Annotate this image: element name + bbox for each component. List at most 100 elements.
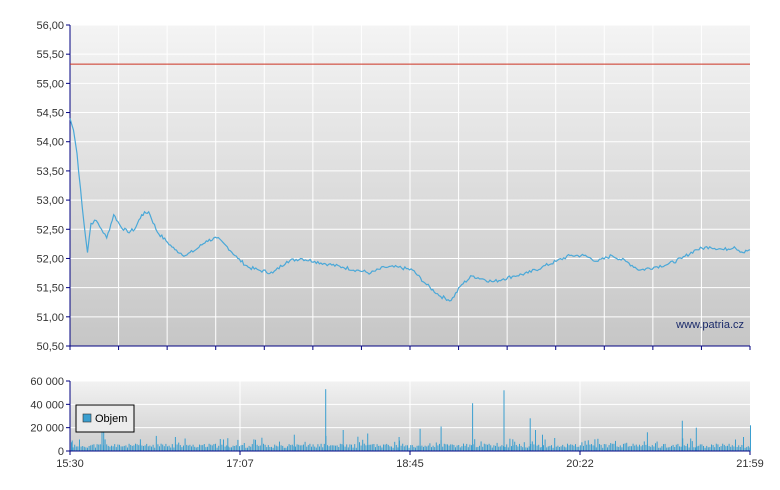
volume-bar [157, 444, 159, 451]
volume-bar [693, 447, 695, 451]
volume-bar [691, 441, 693, 451]
volume-bar [661, 446, 663, 451]
volume-bar [509, 438, 511, 451]
volume-bar-spike [594, 439, 596, 451]
volume-bar [557, 445, 559, 451]
volume-bar [704, 447, 706, 451]
volume-bar [619, 445, 621, 451]
volume-bar [288, 444, 290, 451]
volume-bar [448, 445, 450, 451]
volume-bar [496, 442, 498, 451]
volume-bar [199, 444, 200, 451]
volume-bar [365, 445, 367, 451]
volume-bar [413, 446, 415, 451]
volume-bar-spike [646, 432, 648, 451]
volume-bar [581, 442, 583, 451]
volume-bar [258, 446, 260, 451]
volume-bar [296, 444, 298, 451]
volume-bar [181, 447, 183, 451]
volume-bar [133, 445, 135, 451]
volume-bar [357, 436, 359, 451]
volume-bar [269, 447, 271, 451]
volume-bar [645, 444, 647, 451]
price-panel: 50,50 51,00 51,50 52,00 52,50 53,00 53,50 54,00… [36, 20, 751, 353]
volume-bar [146, 443, 148, 451]
volume-bar [722, 443, 724, 451]
volume-bar [219, 439, 221, 451]
volume-bar-spike [325, 389, 327, 451]
volume-bar-spike [440, 426, 442, 451]
volume-bar [173, 447, 175, 451]
volume-bar [386, 443, 388, 451]
volume-bar [171, 444, 173, 451]
volume-bar [464, 445, 466, 451]
volume-bar [80, 446, 82, 451]
volume-bar [669, 447, 671, 451]
volume-bar [696, 446, 698, 451]
volume-bar [483, 443, 485, 451]
volume-bar [130, 445, 132, 451]
volume-bar [239, 446, 240, 451]
volume-bar [299, 445, 301, 451]
price-ytick-label: 54,50 [36, 108, 64, 120]
volume-bar [610, 443, 612, 451]
price-ytick-label: 55,50 [36, 49, 64, 61]
volume-bar [437, 445, 439, 451]
volume-bar [426, 446, 428, 451]
volume-bar [728, 443, 730, 451]
volume-bar [563, 446, 565, 451]
volume-bar [106, 444, 108, 451]
volume-bar [717, 444, 719, 451]
volume-bar [200, 445, 202, 451]
volume-bar [453, 445, 455, 451]
volume-bar [730, 446, 732, 451]
volume-bar [506, 444, 508, 451]
volume-bar [256, 444, 258, 451]
volume-bar [405, 445, 407, 451]
volume-bar [714, 447, 716, 451]
volume-bar [493, 445, 495, 451]
volume-bar [115, 447, 117, 451]
volume-bar [707, 447, 709, 451]
volume-bar [442, 446, 444, 451]
volume-bar [573, 445, 575, 451]
volume-bar [202, 445, 204, 451]
volume-bar [659, 447, 661, 451]
volume-bar [272, 447, 274, 451]
volume-bar [85, 447, 87, 451]
volume-bar-spike [367, 433, 369, 451]
volume-bar [591, 444, 592, 451]
volume-bar-spike [503, 390, 505, 451]
volume-bar [176, 444, 178, 451]
volume-bar [131, 445, 133, 451]
volume-bar [741, 445, 743, 451]
volume-bar [298, 444, 300, 451]
volume-bar [701, 444, 703, 451]
volume-bar [608, 445, 610, 451]
volume-bar [344, 446, 346, 451]
volume-bar [671, 445, 672, 451]
volume-bar [640, 446, 642, 451]
volume-bar [618, 447, 620, 451]
volume-bar [543, 445, 544, 451]
volume-bar [283, 447, 285, 451]
volume-bar [475, 447, 477, 451]
volume-bar [195, 447, 197, 451]
volume-bar [733, 446, 735, 451]
volume-bar [242, 445, 244, 451]
volume-bar [79, 439, 80, 451]
volume-bar [611, 443, 613, 451]
volume-bar [90, 445, 92, 451]
volume-bar [738, 445, 740, 451]
volume-bar [656, 441, 658, 451]
volume-bar [279, 441, 280, 451]
volume-bar [587, 440, 589, 451]
volume-bar [666, 447, 668, 451]
volume-bar-spike [293, 434, 295, 451]
volume-bar [362, 439, 364, 451]
volume-bar [123, 445, 125, 451]
volume-bar [295, 446, 296, 451]
volume-bar [626, 442, 628, 451]
volume-bar [339, 443, 341, 451]
volume-bar [482, 446, 484, 451]
